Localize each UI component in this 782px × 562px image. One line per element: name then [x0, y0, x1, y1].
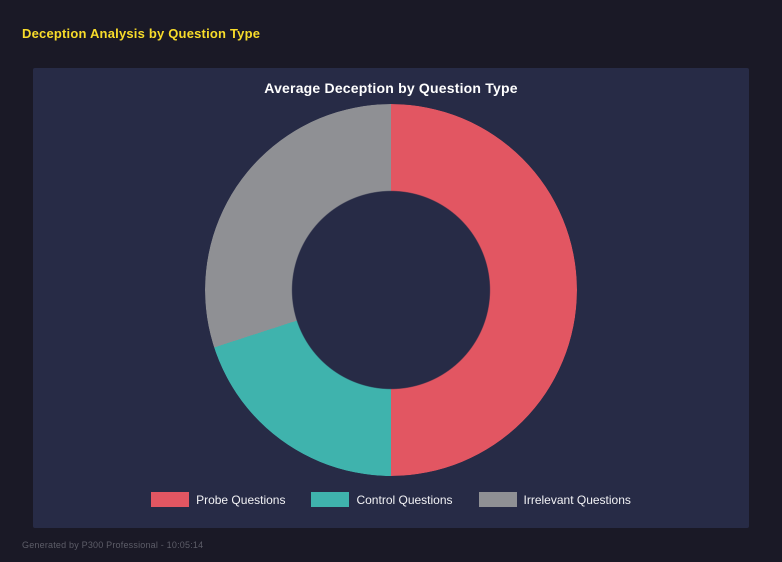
- chart-title: Average Deception by Question Type: [264, 80, 518, 96]
- legend-label-irrelevant: Irrelevant Questions: [523, 492, 631, 507]
- chart-legend: Probe Questions Control Questions Irrele…: [138, 492, 644, 507]
- legend-item-control[interactable]: Control Questions: [311, 492, 453, 507]
- legend-swatch-probe: [151, 492, 190, 507]
- page-title: Deception Analysis by Question Type: [22, 26, 261, 41]
- legend-label-probe: Probe Questions: [196, 492, 286, 507]
- footer-text: Generated by P300 Professional - 10:05:1…: [22, 540, 204, 550]
- legend-swatch-irrelevant: [478, 492, 517, 507]
- donut-chart-area: [205, 104, 577, 476]
- donut-chart[interactable]: [205, 104, 577, 476]
- legend-swatch-control: [311, 492, 350, 507]
- legend-label-control: Control Questions: [356, 492, 453, 507]
- chart-panel: Average Deception by Question Type Probe…: [33, 68, 749, 528]
- legend-item-probe[interactable]: Probe Questions: [151, 492, 285, 507]
- legend-item-irrelevant[interactable]: Irrelevant Questions: [478, 492, 631, 507]
